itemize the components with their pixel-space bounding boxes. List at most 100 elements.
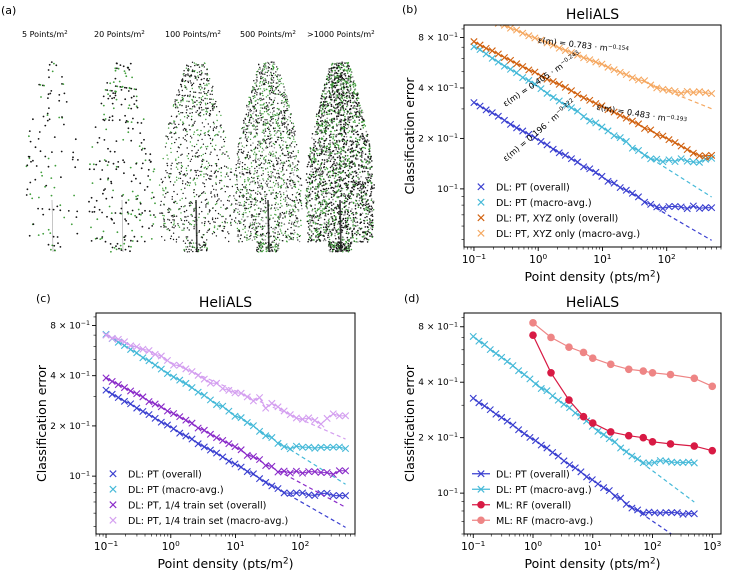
tree-point: [180, 167, 183, 169]
tree-point: [152, 196, 155, 199]
tree-point: [248, 211, 251, 213]
tree-point: [139, 132, 142, 135]
tree-point: [209, 113, 212, 116]
tree-point: [359, 107, 362, 109]
tree-point: [281, 166, 284, 169]
tree-point: [248, 109, 250, 112]
tree-point: [243, 212, 245, 214]
tree-point: [328, 110, 331, 112]
tree-point: [228, 233, 230, 235]
tree-point: [290, 157, 292, 159]
tree-point: [273, 147, 276, 149]
tree-point: [190, 66, 192, 68]
tree-point: [265, 109, 268, 111]
tree-point: [329, 250, 331, 253]
tree-point: [98, 137, 101, 139]
tree-point: [222, 204, 225, 206]
tree-point: [349, 227, 351, 230]
tree-point: [345, 163, 348, 165]
tree-point: [321, 200, 324, 202]
tree-point: [185, 197, 187, 199]
tree-point: [198, 92, 200, 94]
tree-point: [325, 190, 327, 193]
tree-point: [140, 235, 143, 238]
tree-point: [209, 110, 212, 112]
tree-point: [185, 105, 187, 107]
tree-point: [59, 204, 62, 207]
tree-point: [90, 240, 93, 242]
tree-point: [261, 71, 263, 74]
tree-point: [265, 79, 267, 81]
tree-point: [259, 112, 261, 114]
tree-point: [113, 96, 116, 99]
tree-point: [319, 117, 322, 119]
tree-point: [227, 175, 229, 177]
tree-point: [362, 138, 364, 140]
tree-point: [314, 179, 316, 182]
tree-point: [258, 150, 260, 152]
tree-point: [366, 181, 369, 183]
tree-point: [279, 136, 282, 139]
tree-point: [318, 143, 321, 145]
tree-point: [291, 221, 293, 223]
tree-point: [277, 89, 280, 92]
tree-point: [273, 165, 275, 168]
tree-point: [248, 198, 250, 201]
tree-point: [119, 244, 122, 247]
tree-point: [218, 198, 220, 200]
tree-point: [198, 195, 200, 197]
tree-point: [192, 101, 194, 103]
tree-point: [290, 238, 293, 240]
tree-point: [363, 143, 366, 146]
tree-point: [315, 186, 317, 188]
tree-point: [187, 215, 189, 218]
tree-point: [292, 126, 294, 129]
tree-point: [165, 135, 167, 137]
tree-point: [209, 222, 211, 225]
tree-point: [279, 167, 281, 169]
tree-point: [120, 89, 123, 91]
tree-point: [293, 169, 296, 171]
tree-point: [116, 62, 118, 65]
tree-point: [246, 106, 248, 108]
tree-point: [323, 184, 326, 186]
tree-point: [272, 189, 275, 191]
tree-point: [371, 207, 374, 209]
tree-point: [358, 165, 360, 167]
tree-point: [218, 131, 220, 133]
tree-point: [162, 214, 164, 217]
tree-point: [295, 144, 298, 146]
tree-point: [174, 126, 176, 129]
tree-point: [166, 162, 168, 165]
tree-point: [309, 219, 311, 221]
tree-point: [350, 210, 352, 212]
tree-point: [325, 225, 328, 227]
tree-point: [264, 123, 266, 125]
tree-point: [253, 128, 255, 130]
tree-point: [306, 201, 309, 204]
tree-point: [192, 124, 194, 126]
tree-point: [200, 174, 202, 176]
tree-point: [256, 125, 258, 128]
tree-point: [316, 171, 319, 173]
tree-point: [278, 226, 280, 228]
tree-point: [268, 67, 270, 69]
tree-point: [211, 185, 214, 187]
tree-point: [247, 115, 249, 118]
tree-point: [299, 201, 301, 203]
tree-point: [352, 175, 355, 178]
tree-point: [359, 104, 361, 107]
tree-point: [267, 62, 270, 64]
tree-point: [203, 222, 206, 225]
tree-point: [203, 176, 205, 178]
tree-point: [333, 96, 335, 98]
tree-point: [316, 168, 318, 170]
tree-point: [282, 168, 284, 170]
tree-point: [187, 81, 190, 84]
tree-point: [252, 95, 254, 98]
tree-point: [261, 142, 263, 145]
tree-point: [182, 122, 184, 125]
tree-point: [147, 175, 150, 177]
tree-point: [265, 147, 267, 149]
tree-point: [349, 93, 352, 95]
